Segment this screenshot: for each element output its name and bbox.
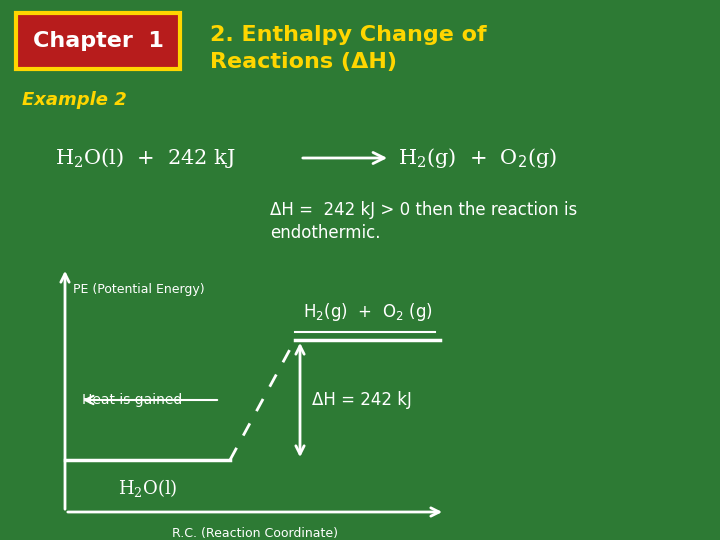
Text: Chapter  1: Chapter 1: [32, 31, 163, 51]
Text: $\mathregular{H_2O(l)}$  +  242 kJ: $\mathregular{H_2O(l)}$ + 242 kJ: [55, 146, 236, 170]
Text: Reactions (ΔH): Reactions (ΔH): [210, 52, 397, 72]
Text: R.C. (Reaction Coordinate): R.C. (Reaction Coordinate): [172, 528, 338, 540]
Text: ΔH = 242 kJ: ΔH = 242 kJ: [312, 391, 412, 409]
Text: 2. Enthalpy Change of: 2. Enthalpy Change of: [210, 25, 487, 45]
Text: Heat is gained: Heat is gained: [82, 393, 182, 407]
Text: endothermic.: endothermic.: [270, 224, 380, 242]
Text: Example 2: Example 2: [22, 91, 127, 109]
FancyBboxPatch shape: [16, 13, 180, 69]
Text: PE (Potential Energy): PE (Potential Energy): [73, 284, 204, 296]
Text: $\mathregular{H_2}$(g)  +  O$_2$(g): $\mathregular{H_2}$(g) + O$_2$(g): [398, 146, 557, 170]
Text: ΔH =  242 kJ > 0 then the reaction is: ΔH = 242 kJ > 0 then the reaction is: [270, 201, 577, 219]
Text: $\mathregular{H_2O(l)}$: $\mathregular{H_2O(l)}$: [118, 477, 177, 499]
Text: $\mathregular{H_2}$(g)  +  O$_2$ (g): $\mathregular{H_2}$(g) + O$_2$ (g): [302, 301, 433, 323]
